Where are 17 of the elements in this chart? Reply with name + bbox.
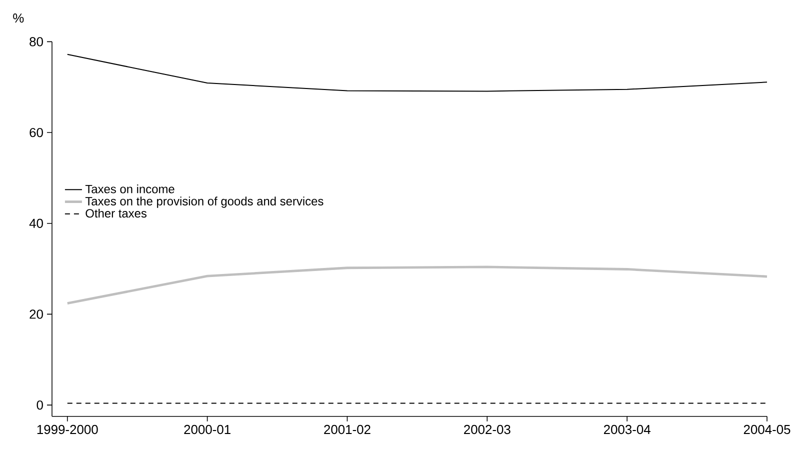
x-tick-label: 1999-2000	[37, 424, 98, 434]
x-tick-label: 2001-02	[324, 424, 370, 434]
x-tick-label: 2003-04	[604, 424, 650, 434]
x-tick-label: 2000-01	[184, 424, 230, 434]
y-tick-label: 80	[30, 37, 43, 46]
y-tick-label: 20	[30, 310, 43, 319]
legend-label: Taxes on income	[85, 184, 174, 194]
y-tick-label: 0	[36, 400, 43, 410]
y-tick-label: 40	[29, 218, 43, 228]
x-tick-label: 2002-03	[464, 424, 510, 434]
line-series	[66, 266, 768, 305]
legend-label: Taxes on the provision of goods and services	[85, 196, 324, 208]
y-tick-label: 60	[30, 128, 43, 138]
y-axis-title: %	[13, 14, 24, 23]
legend-label: Other taxes	[86, 208, 147, 218]
x-tick-label: 2004-05	[744, 424, 790, 434]
line-series	[66, 54, 768, 92]
